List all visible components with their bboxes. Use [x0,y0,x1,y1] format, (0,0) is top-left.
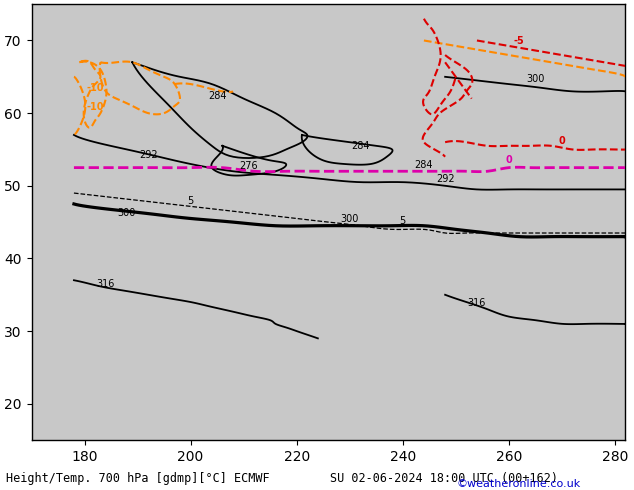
Text: 300: 300 [526,74,545,84]
Text: 300: 300 [340,214,359,224]
Text: 0: 0 [505,154,512,165]
Text: -10: -10 [86,101,104,112]
Text: 292: 292 [436,174,455,184]
Text: 5: 5 [188,196,194,206]
Text: 284: 284 [208,91,226,100]
Text: 276: 276 [240,161,258,171]
Text: 300: 300 [118,208,136,219]
Text: -5: -5 [514,36,525,46]
Text: 284: 284 [351,142,370,151]
Text: 316: 316 [468,297,486,308]
Text: -10: -10 [86,83,104,94]
Text: 284: 284 [415,160,433,170]
Text: 292: 292 [139,150,157,160]
Text: 5: 5 [399,216,406,225]
Text: Height/Temp. 700 hPa [gdmp][°C] ECMWF: Height/Temp. 700 hPa [gdmp][°C] ECMWF [6,472,270,485]
Text: 0: 0 [559,136,565,146]
Text: ©weatheronline.co.uk: ©weatheronline.co.uk [456,479,581,489]
Text: 316: 316 [96,279,115,290]
Text: SU 02-06-2024 18:00 UTC (00+162): SU 02-06-2024 18:00 UTC (00+162) [330,472,558,485]
